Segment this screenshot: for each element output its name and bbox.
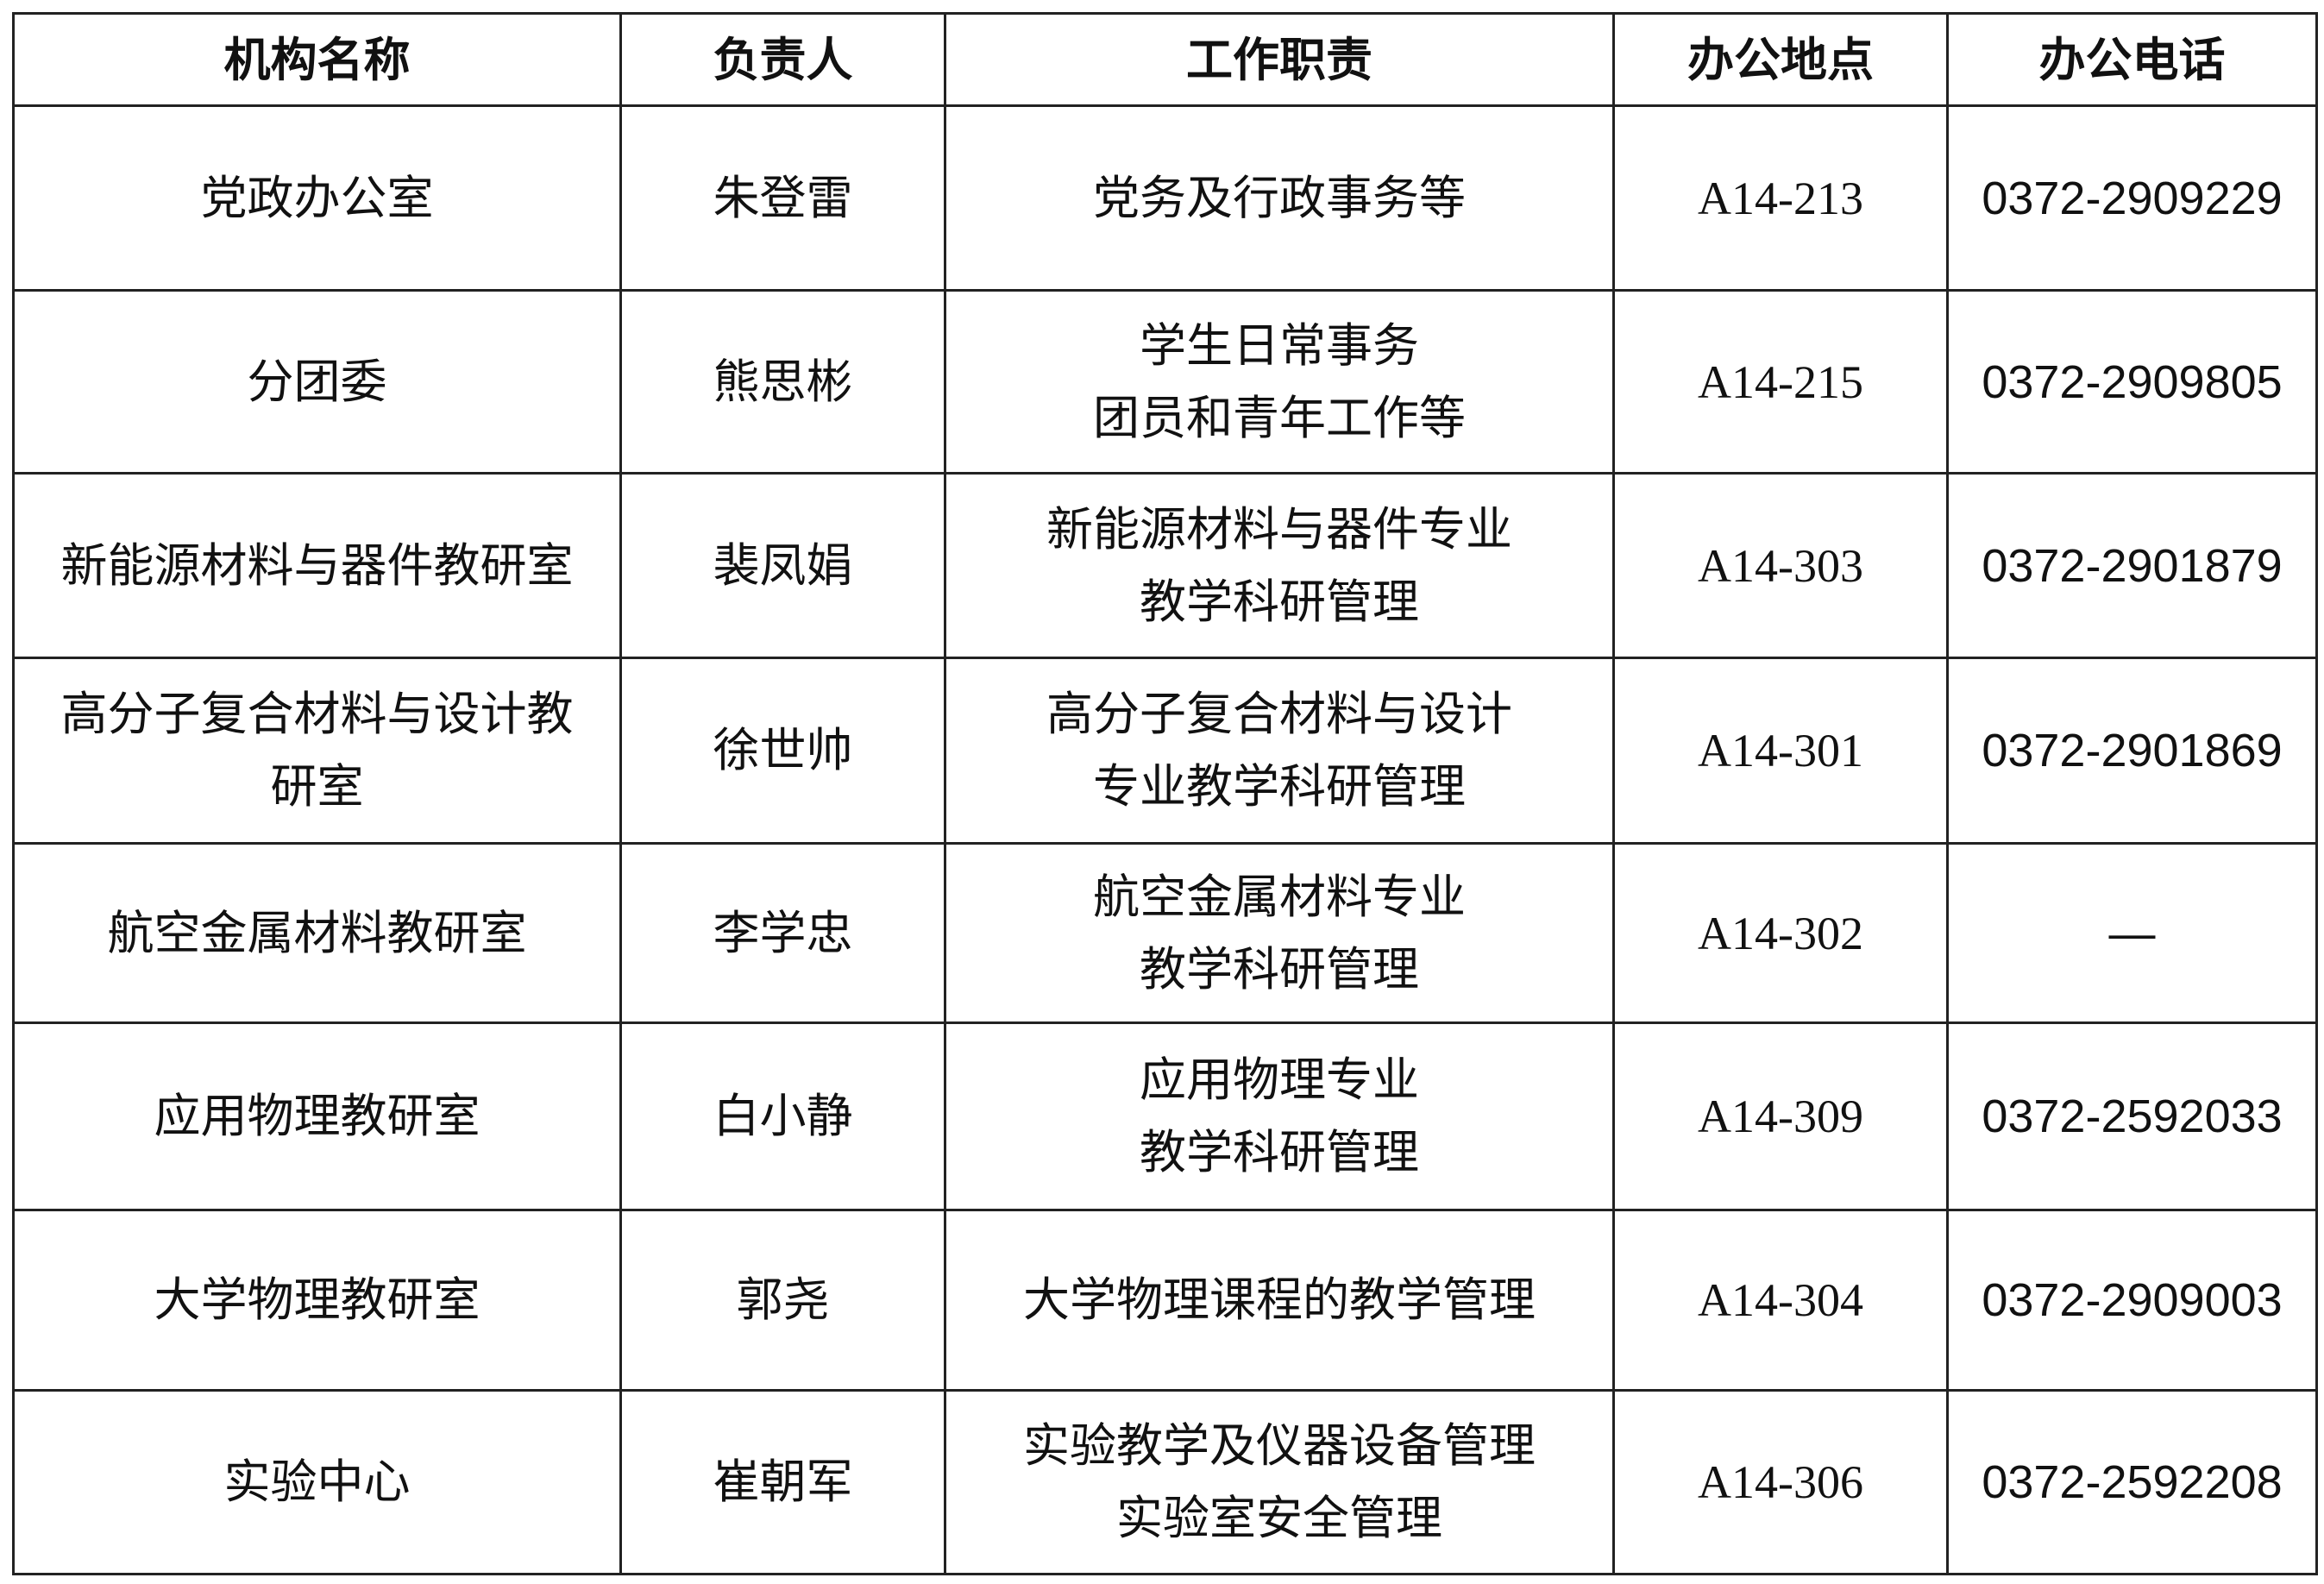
table-row: 航空金属材料教研室 李学忠 航空金属材料专业 教学科研管理 A14-302— [12,842,2318,1024]
duty-line: 应用物理专业 [1140,1053,1419,1107]
duty-line: 团员和青年工作等 [1093,390,1466,445]
phone-cell: 0372-2592033 [1946,1021,2318,1211]
duty-line: 教学科研管理 [1140,941,1419,996]
phone-cell: — [1946,842,2318,1024]
duty-line: 学生日常事务 [1140,317,1419,373]
location-cell: A14-304 [1612,1209,1949,1392]
duty-line: 高分子复合材料与设计 [1046,687,1512,741]
duty-line: 教学科研管理 [1140,574,1419,629]
org-name-cell: 党政办公室 [12,104,622,292]
org-name-cell: 航空金属材料教研室 [12,842,622,1024]
head-cell: 朱登雷 [619,104,946,292]
organization-table: 机构名称 负责人 工作职责 办公地点 办公电话 党政办公室 朱登雷 党务及行政事务等… [12,12,2318,1575]
org-name-line: 航空金属材料教研室 [107,905,527,960]
location-cell: A14-302 [1612,842,1949,1024]
head-cell: 熊思彬 [619,289,946,475]
duty-cell: 实验教学及仪器设备管理 实验室安全管理 [944,1389,1615,1575]
phone-cell: 0372-2901879 [1946,472,2318,659]
org-name-cell: 大学物理教研室 [12,1209,622,1392]
table-row: 实验中心 崔朝军 实验教学及仪器设备管理 实验室安全管理 A14-306 0372-259… [12,1389,2318,1575]
org-name-cell: 应用物理教研室 [12,1021,622,1211]
duty-cell: 学生日常事务 团员和青年工作等 [944,289,1615,475]
location-cell: A14-303 [1612,472,1949,659]
duty-cell: 应用物理专业 教学科研管理 [944,1021,1615,1211]
org-name-cell: 高分子复合材料与设计教 研室 [12,657,622,845]
org-name-line: 新能源材料与器件教研室 [60,537,574,593]
org-name-line: 党政办公室 [200,170,434,225]
head-cell: 白小静 [619,1021,946,1211]
head-cell: 裴凤娟 [619,472,946,659]
location-cell: A14-213 [1612,104,1949,292]
header-head: 负责人 [619,12,946,107]
header-row: 机构名称 负责人 工作职责 办公地点 办公电话 [12,12,2318,107]
duty-line: 党务及行政事务等 [1093,170,1466,225]
duty-line: 专业教学科研管理 [1093,759,1466,814]
table-row: 党政办公室 朱登雷 党务及行政事务等 A14-213 0372-2909229 [12,104,2318,292]
duty-line: 大学物理课程的教学管理 [1023,1273,1536,1327]
header-location: 办公地点 [1612,12,1949,107]
phone-cell: 0372-2909003 [1946,1209,2318,1392]
duty-cell: 新能源材料与器件专业 教学科研管理 [944,472,1615,659]
header-org-name: 机构名称 [12,12,622,107]
table-row: 大学物理教研室 郭尧 大学物理课程的教学管理 A14-304 0372-2909003 [12,1209,2318,1392]
location-cell: A14-301 [1612,657,1949,845]
phone-cell: 0372-2901869 [1946,657,2318,845]
duty-line: 航空金属材料专业 [1093,869,1466,924]
org-name-line: 分团委 [247,354,387,409]
location-cell: A14-306 [1612,1389,1949,1575]
org-name-cell: 分团委 [12,289,622,475]
org-name-line: 实验中心 [223,1455,411,1509]
org-name-line: 大学物理教研室 [154,1273,481,1327]
phone-cell: 0372-2909805 [1946,289,2318,475]
head-cell: 郭尧 [619,1209,946,1392]
phone-cell: 0372-2592208 [1946,1389,2318,1575]
org-name-cell: 新能源材料与器件教研室 [12,472,622,659]
head-cell: 李学忠 [619,842,946,1024]
phone-cell: 0372-2909229 [1946,104,2318,292]
duty-cell: 党务及行政事务等 [944,104,1615,292]
header-phone: 办公电话 [1946,12,2318,107]
org-name-line: 应用物理教研室 [154,1089,481,1143]
duty-cell: 大学物理课程的教学管理 [944,1209,1615,1392]
location-cell: A14-309 [1612,1021,1949,1211]
org-name-line: 研室 [270,759,364,814]
duty-line: 实验教学及仪器设备管理 [1023,1418,1536,1473]
table-row: 分团委 熊思彬 学生日常事务 团员和青年工作等 A14-215 0372-2909805 [12,289,2318,475]
duty-line: 实验室安全管理 [1116,1491,1442,1545]
org-name-cell: 实验中心 [12,1389,622,1575]
head-cell: 崔朝军 [619,1389,946,1575]
duty-line: 教学科研管理 [1140,1125,1419,1179]
duty-line: 新能源材料与器件专业 [1046,501,1512,556]
header-duty: 工作职责 [944,12,1615,107]
duty-cell: 高分子复合材料与设计 专业教学科研管理 [944,657,1615,845]
duty-cell: 航空金属材料专业 教学科研管理 [944,842,1615,1024]
head-cell: 徐世帅 [619,657,946,845]
location-cell: A14-215 [1612,289,1949,475]
org-name-line: 高分子复合材料与设计教 [60,687,574,741]
table-row: 高分子复合材料与设计教 研室 徐世帅 高分子复合材料与设计 专业教学科研管理 A14-30… [12,657,2318,845]
table-row: 应用物理教研室 白小静 应用物理专业 教学科研管理 A14-309 0372-259203… [12,1021,2318,1211]
table-row: 新能源材料与器件教研室 裴凤娟 新能源材料与器件专业 教学科研管理 A14-303 037… [12,472,2318,659]
